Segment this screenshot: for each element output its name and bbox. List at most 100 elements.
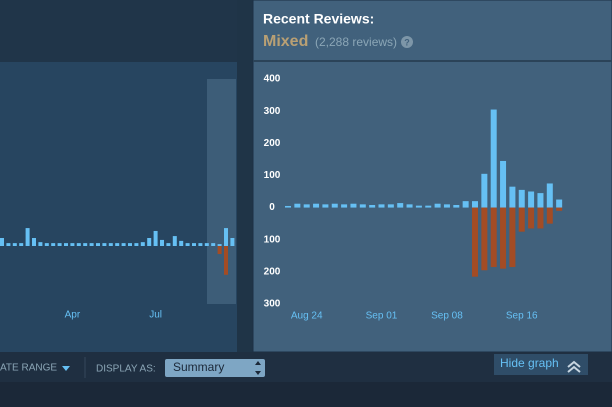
- bar: [217, 244, 222, 246]
- bar: [453, 205, 460, 208]
- bar: [546, 207, 553, 224]
- bar: [128, 243, 132, 246]
- left-header: [0, 0, 240, 62]
- y-tick-label: 300: [264, 299, 281, 310]
- bar: [192, 243, 196, 246]
- bar: [172, 236, 177, 246]
- y-tick-label: 200: [264, 138, 281, 149]
- dropdown-arrow: [62, 366, 70, 371]
- y-tick-label: 100: [264, 234, 281, 245]
- bar: [185, 243, 190, 246]
- bar: [556, 199, 563, 208]
- y-tick-label: 100: [264, 170, 281, 181]
- bar: [537, 207, 544, 229]
- left-chart-area: [0, 62, 240, 352]
- select-arrow-down: [255, 371, 261, 375]
- bar: [198, 243, 203, 246]
- bar: [6, 243, 11, 246]
- review-count: (2,288 reviews): [315, 35, 397, 49]
- hide-graph-text: Hide graph: [500, 356, 559, 370]
- bar: [518, 189, 525, 208]
- detail-panel: [252, 0, 612, 353]
- bar: [313, 203, 320, 208]
- bar: [285, 205, 291, 208]
- bar: [217, 246, 222, 254]
- bar: [230, 238, 235, 246]
- bar: [179, 240, 184, 246]
- bar: [83, 243, 88, 246]
- bar: [443, 204, 450, 208]
- x-tick-label: Apr: [65, 310, 81, 321]
- bar: [331, 203, 338, 208]
- bar: [546, 183, 553, 208]
- bar: [140, 242, 145, 246]
- range-highlight: [207, 79, 236, 304]
- bar: [406, 204, 413, 208]
- bar: [115, 243, 120, 246]
- bar: [224, 228, 228, 246]
- bar: [518, 207, 525, 232]
- display-as-label: DISPLAY AS:: [96, 364, 156, 375]
- bar: [76, 243, 81, 246]
- y-tick-label: 400: [264, 74, 281, 85]
- bar: [294, 203, 301, 208]
- bar: [166, 243, 171, 246]
- rating: Mixed: [263, 33, 308, 50]
- bar: [341, 204, 348, 208]
- hide-graph-button[interactable]: [494, 354, 588, 375]
- title: Recent Reviews:: [263, 11, 374, 27]
- bar: [425, 205, 432, 208]
- bar: [51, 243, 56, 246]
- bar: [96, 243, 100, 246]
- bar: [350, 203, 357, 208]
- bar: [490, 207, 497, 268]
- x-tick-label: Sep 16: [506, 311, 538, 322]
- bar: [19, 243, 24, 246]
- bar: [481, 173, 488, 208]
- bar: [509, 207, 516, 268]
- bar: [160, 239, 164, 246]
- y-tick-label: 300: [264, 106, 281, 117]
- bar: [224, 246, 228, 275]
- bar: [57, 243, 62, 246]
- bar: [359, 204, 366, 208]
- x-tick-label: Sep 08: [431, 311, 463, 322]
- y-tick-label: 0: [269, 202, 275, 213]
- help-text: ?: [404, 37, 410, 47]
- bar: [12, 243, 17, 246]
- chevron: [567, 360, 581, 368]
- bar: [500, 207, 507, 269]
- bar: [472, 201, 478, 208]
- bar: [70, 243, 75, 246]
- bar: [472, 207, 478, 277]
- bar: [134, 243, 139, 246]
- bar: [378, 204, 385, 208]
- bar: [153, 230, 158, 246]
- date-range[interactable]: ATE RANGE: [0, 363, 57, 374]
- bar: [462, 201, 469, 208]
- bar: [211, 243, 216, 246]
- display-select[interactable]: [165, 359, 265, 377]
- y-tick-label: 200: [264, 266, 281, 277]
- bar: [25, 228, 30, 246]
- bar: [32, 238, 36, 246]
- bar: [303, 204, 310, 208]
- bar: [147, 238, 152, 246]
- help-icon[interactable]: [401, 36, 413, 48]
- bar: [509, 186, 516, 208]
- bar: [528, 207, 535, 229]
- select-arrow-up: [255, 361, 261, 365]
- bar: [89, 243, 94, 246]
- bar: [102, 243, 107, 246]
- connector: [237, 0, 253, 352]
- x-tick-label: Aug 24: [291, 311, 323, 322]
- chevron: [567, 365, 581, 373]
- bar: [387, 204, 394, 208]
- bar: [204, 243, 209, 246]
- bar: [397, 203, 404, 208]
- bar: [490, 109, 497, 208]
- bar: [481, 207, 488, 271]
- bar: [108, 243, 113, 246]
